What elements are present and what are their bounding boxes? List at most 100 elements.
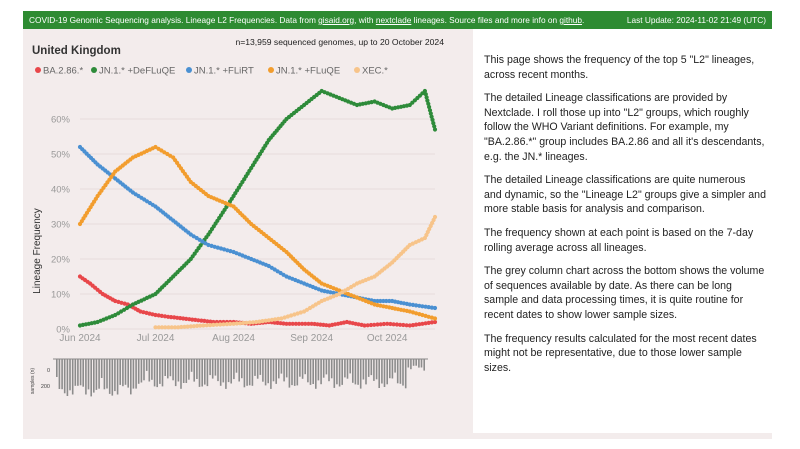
volume-bar — [333, 359, 336, 388]
volume-bar — [349, 359, 351, 374]
volume-bar — [412, 359, 415, 366]
series-1-point — [427, 108, 433, 113]
header-prefix: COVID-19 Genomic Sequencing analysis. Li… — [29, 15, 319, 25]
legend-marker-4 — [354, 67, 360, 73]
volume-bar — [365, 359, 367, 385]
series-4-point — [198, 323, 203, 328]
volume-bar — [338, 359, 341, 387]
series-0-point — [156, 313, 161, 318]
series-4-point — [204, 323, 209, 328]
series-4-point — [244, 320, 249, 325]
series-1-point — [432, 127, 438, 132]
volume-bar — [367, 359, 370, 377]
volume-bar — [407, 359, 410, 368]
nextclade-link[interactable]: nextclade — [375, 15, 412, 25]
volume-bar — [159, 359, 161, 384]
series-1-point — [428, 111, 433, 116]
series-layer — [77, 88, 438, 330]
series-0-point — [153, 312, 158, 318]
series-4-point — [298, 310, 303, 315]
series-1-point — [430, 117, 435, 122]
series-0-point — [391, 322, 396, 327]
volume-bar — [172, 359, 174, 381]
series-0-point — [417, 322, 422, 327]
series-4-point — [269, 317, 275, 322]
volume-bar — [243, 359, 246, 388]
series-4-point — [185, 324, 190, 329]
header-suffix: . — [582, 15, 585, 25]
series-4-point — [172, 325, 178, 330]
series-0-point — [378, 322, 383, 327]
x-tick-4: Oct 2024 — [367, 333, 408, 344]
volume-bar — [82, 359, 84, 387]
gridlines — [80, 118, 435, 330]
volume-bar — [204, 359, 206, 385]
series-2-point — [420, 304, 425, 309]
series-0-point — [432, 319, 438, 325]
series-4-point — [191, 324, 196, 329]
volume-bar — [233, 359, 235, 380]
series-0-point — [287, 321, 292, 326]
volume-bar — [66, 359, 69, 396]
last-update: Last Update: 2024-11-02 21:49 (UTC) — [626, 15, 766, 25]
series-2-point — [384, 298, 389, 304]
volume-bar — [209, 359, 211, 376]
volume-bar — [69, 359, 71, 391]
x-tick-2: Aug 2024 — [212, 333, 255, 344]
series-4-point — [188, 324, 193, 329]
volume-bar — [74, 359, 77, 386]
github-link[interactable]: github — [559, 15, 583, 25]
series-4-point — [285, 314, 290, 319]
series-4-point — [221, 322, 226, 327]
volume-bar — [341, 359, 343, 385]
legend-marker-1 — [91, 67, 97, 73]
header-mid2: lineages. Source files and more info on — [411, 15, 560, 25]
volume-bar — [418, 359, 420, 368]
volume-bar — [188, 359, 190, 380]
series-4-point — [266, 318, 271, 323]
volume-bar — [251, 359, 254, 386]
volume-bar — [420, 359, 423, 368]
volume-bar — [344, 359, 346, 378]
series-4-point — [228, 321, 233, 326]
x-tick-1: Jul 2024 — [137, 333, 175, 344]
legend-label-0: BA.2.86.* — [43, 66, 83, 77]
volume-bar — [56, 359, 58, 377]
series-0-point — [404, 323, 409, 328]
volume-bar — [63, 359, 66, 394]
series-4-point — [279, 316, 284, 321]
volume-bar — [140, 359, 143, 383]
series-3-point — [426, 314, 431, 319]
description-paragraph-4: The frequency shown at each point is bas… — [484, 226, 754, 254]
volume-bar — [106, 359, 108, 389]
series-0-point — [300, 321, 305, 326]
volume-bar — [127, 359, 129, 388]
series-2-point — [375, 298, 380, 304]
x-axis-ticks: Jun 2024 Jul 2024 Aug 2024 Sep 2024 Oct 2024 — [59, 333, 407, 344]
gisaid-link[interactable]: gisaid.org — [318, 15, 355, 25]
volume-bar — [93, 359, 95, 393]
y-tick-3: 30% — [51, 220, 71, 231]
series-3-point — [432, 316, 438, 321]
volume-bar — [108, 359, 111, 394]
volume-bar — [217, 359, 219, 382]
series-4-point — [218, 322, 223, 327]
volume-bar — [116, 359, 119, 395]
series-0-point — [303, 321, 308, 326]
series-4-point — [260, 319, 265, 324]
series-4-point — [273, 317, 278, 322]
series-4-point — [195, 323, 200, 328]
series-4-point — [231, 321, 236, 326]
chart-subtitle: n=13,959 sequenced genomes, up to 20 Oct… — [235, 37, 444, 47]
volume-bar — [375, 359, 378, 380]
series-2-point — [410, 302, 416, 307]
series-4-point — [208, 323, 213, 328]
volume-bar — [222, 359, 225, 383]
volume-bar — [399, 359, 402, 384]
bottom-strip — [23, 433, 772, 439]
series-4-point — [295, 311, 300, 316]
volume-bar — [259, 359, 262, 375]
y-tick-2: 20% — [51, 255, 71, 266]
volume-bar — [307, 359, 309, 383]
series-0-point — [420, 321, 425, 326]
